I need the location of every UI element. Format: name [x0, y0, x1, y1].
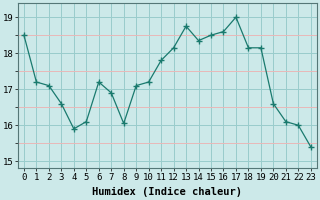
X-axis label: Humidex (Indice chaleur): Humidex (Indice chaleur)	[92, 187, 242, 197]
